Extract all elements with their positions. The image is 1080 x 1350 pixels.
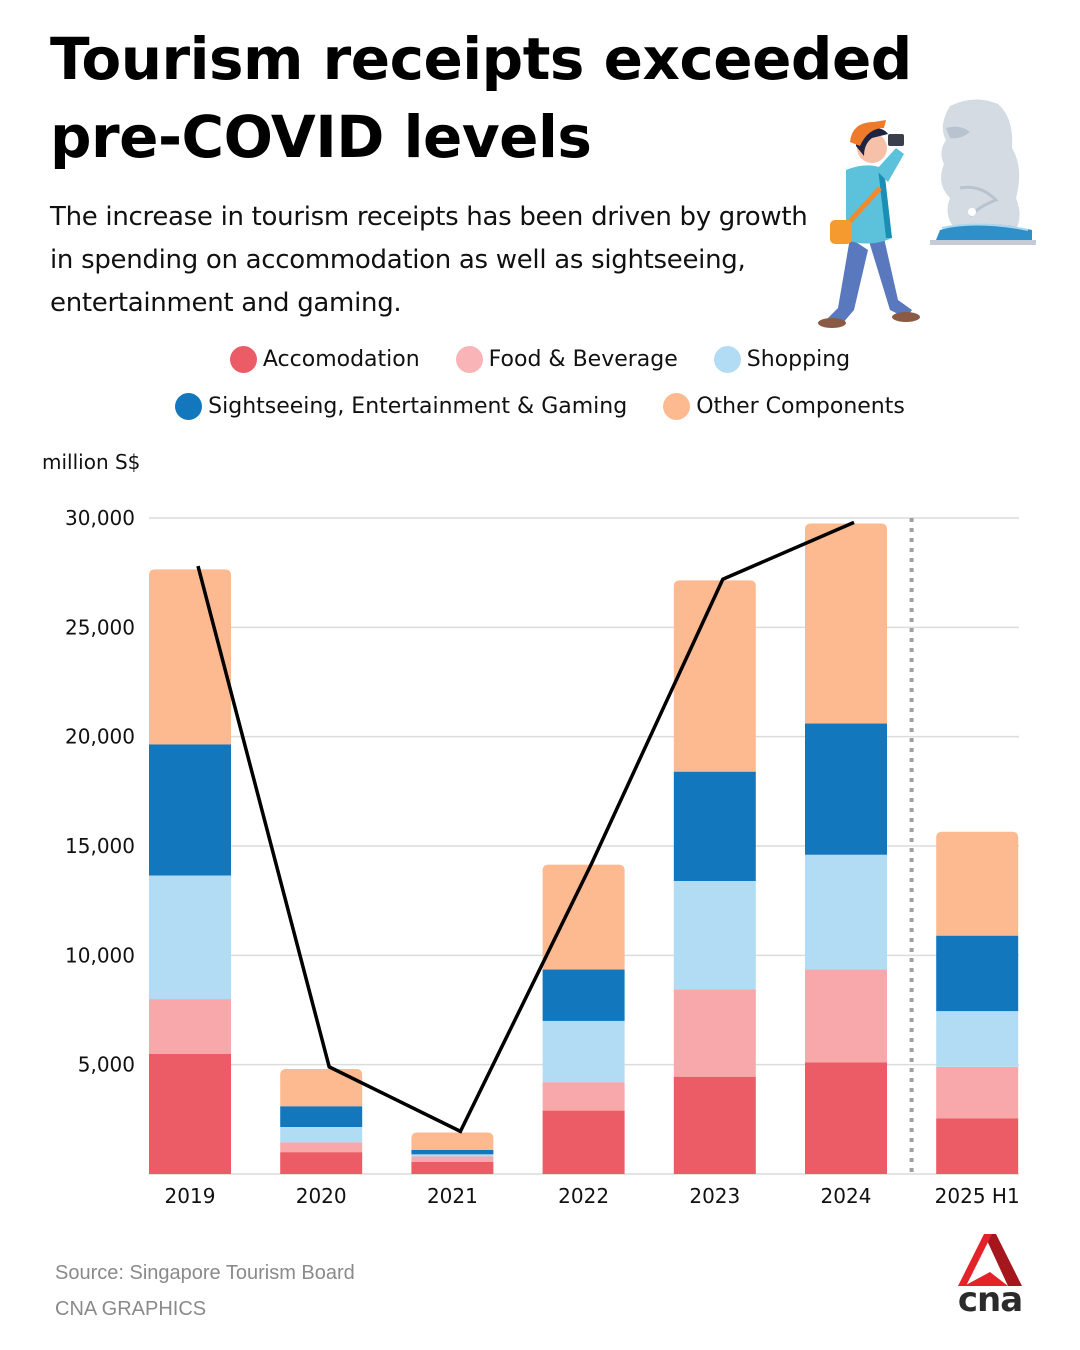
bar-segment — [936, 935, 1019, 1012]
cna-logo-text: cna — [957, 1280, 1023, 1320]
bar-segment — [280, 1142, 363, 1153]
legend-item-shopping: Shopping — [713, 346, 851, 373]
bar-stack-2022 — [542, 864, 625, 1174]
legend-row-2: Sightseeing, Entertainment & Gaming Othe… — [0, 393, 1080, 420]
x-tick-label: 2023 — [689, 1184, 740, 1208]
bar-segment — [411, 1132, 494, 1150]
bar-segment — [542, 1110, 625, 1174]
bar-segment — [280, 1069, 363, 1107]
cna-logo: cna — [950, 1232, 1030, 1324]
y-tick-label: 15,000 — [65, 834, 135, 858]
bar-segment — [936, 1011, 1019, 1067]
bar-stack-2025-h1 — [936, 831, 1019, 1174]
y-tick-label: 25,000 — [65, 615, 135, 639]
bar-segment — [542, 969, 625, 1021]
bar-segment — [542, 1082, 625, 1111]
x-tick-label: 2022 — [558, 1184, 609, 1208]
legend-label: Food & Beverage — [488, 347, 678, 372]
bar-segment — [542, 864, 625, 970]
cna-logo-mark-icon — [958, 1234, 1022, 1286]
tourist-photographer-icon — [818, 120, 920, 328]
bar-segment — [936, 1066, 1019, 1119]
x-tick-label: 2019 — [165, 1184, 216, 1208]
bar-segment — [805, 723, 887, 855]
bar-segment — [673, 1076, 756, 1174]
x-tick-label: 2020 — [296, 1184, 347, 1208]
legend-swatch-shopping — [713, 346, 741, 373]
stacked-bar-chart: million S$ 5,000 10,000 15,000 20,000 25,000… — [42, 450, 1020, 1208]
x-tick-label: 2021 — [427, 1184, 478, 1208]
bar-segment — [280, 1106, 363, 1127]
bar-segment — [805, 969, 887, 1063]
bar-segment — [411, 1154, 494, 1157]
source-note: Source: Singapore Tourism Board — [55, 1262, 355, 1284]
illustration — [818, 99, 1036, 328]
x-tick-label: 2024 — [821, 1184, 872, 1208]
bar-segment — [149, 569, 231, 745]
total-line — [196, 520, 855, 1134]
bar-stack-2023 — [673, 580, 756, 1174]
legend-label: Sightseeing, Entertainment & Gaming — [208, 394, 628, 419]
merlion-statue-icon — [930, 99, 1036, 245]
subtitle: The increase in tourism receipts has bee… — [50, 202, 808, 318]
y-tick-label: 30,000 — [65, 506, 135, 530]
y-tick-label: 10,000 — [65, 943, 135, 967]
bar-stack-2020 — [280, 1069, 363, 1174]
title-line-1: Tourism receipts exceeded — [50, 25, 912, 93]
page-title: Tourism receipts exceeded pre-COVID leve… — [50, 20, 990, 176]
y-tick-label: 20,000 — [65, 725, 135, 749]
bar-segment — [805, 523, 887, 724]
bar-segment — [805, 1062, 887, 1174]
bar-segment — [805, 854, 887, 970]
bar-segment — [673, 989, 756, 1077]
bar-segment — [149, 1053, 231, 1174]
legend-item-sightseeing: Sightseeing, Entertainment & Gaming — [175, 393, 627, 420]
bar-segment — [149, 744, 231, 876]
y-axis-label: million S$ — [42, 450, 140, 474]
legend-swatch-accomodation — [229, 346, 257, 373]
bar-segment — [411, 1156, 494, 1162]
legend-swatch-other — [663, 393, 691, 420]
bar-segment — [542, 1020, 625, 1083]
legend-row-1: Accomodation Food & Beverage Shopping — [0, 346, 1080, 373]
legend-item-other: Other Components — [663, 393, 905, 420]
legend-item-accomodation: Accomodation — [229, 346, 420, 373]
bar-segment — [280, 1152, 363, 1174]
bar-segment — [936, 831, 1019, 936]
bar-stack-2021 — [411, 1132, 494, 1174]
bar-stack-2024 — [805, 523, 887, 1174]
credit-note: CNA GRAPHICS — [55, 1298, 207, 1320]
bar-segment — [149, 875, 231, 1000]
legend-item-food-beverage: Food & Beverage — [455, 346, 678, 373]
legend-label: Other Components — [696, 394, 905, 419]
bar-segment — [673, 880, 756, 990]
y-tick-label: 5,000 — [78, 1053, 135, 1077]
bar-segment — [936, 1118, 1019, 1174]
bar-segment — [149, 999, 231, 1054]
bar-segment — [411, 1161, 494, 1174]
legend-swatch-food-beverage — [455, 346, 483, 373]
x-tick-label: 2025 H1 — [935, 1184, 1020, 1208]
bar-stack-2019 — [149, 569, 231, 1174]
legend-swatch-sightseeing — [175, 393, 203, 420]
bar-segment — [673, 771, 756, 881]
bar-segment — [673, 580, 756, 772]
bar-segment — [411, 1149, 494, 1155]
legend-label: Accomodation — [262, 347, 420, 372]
bar-segment — [280, 1126, 363, 1143]
title-line-2: pre-COVID levels — [50, 103, 592, 171]
legend-label: Shopping — [746, 347, 851, 372]
